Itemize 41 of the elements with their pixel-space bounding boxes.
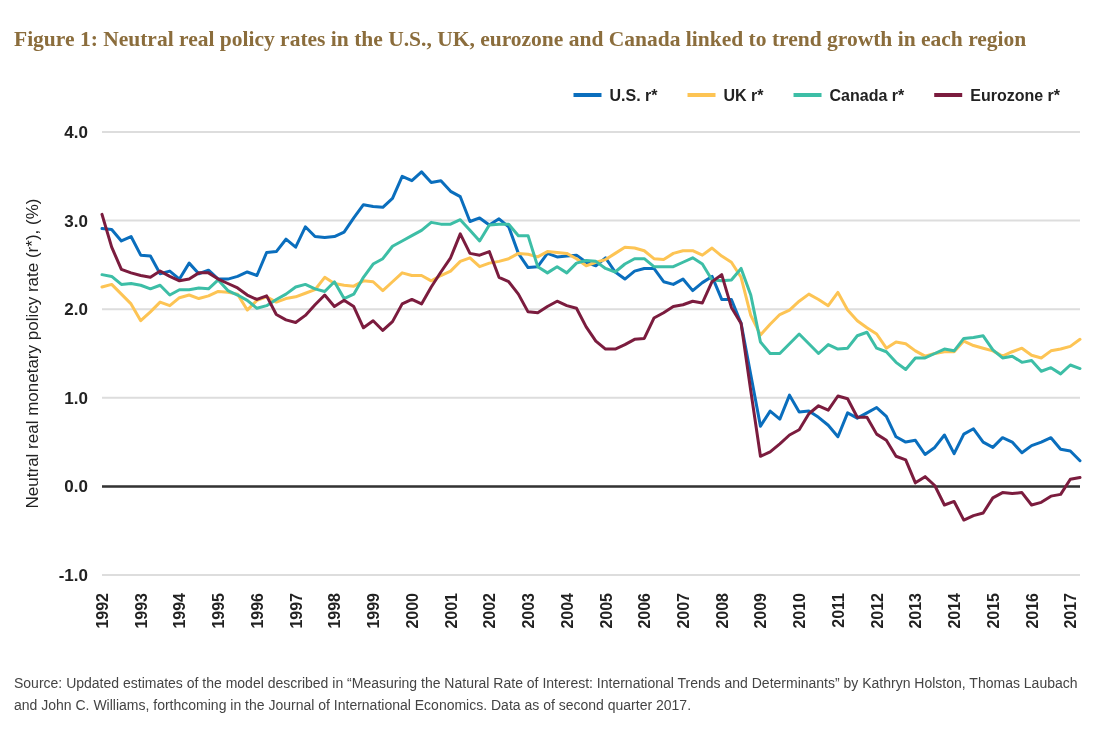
- x-tick-label: 2007: [674, 592, 692, 629]
- x-tick-label: 2001: [442, 592, 460, 629]
- source-note: Source: Updated estimates of the model described in “Measuring the Natural Rate of Interest: International Trends and Determinants” by Kathryn Holston, Thomas Laubach and John C. Williams, forthcoming in the Journal of International Economics. Data as of second quarter 2017.: [14, 675, 1078, 713]
- legend-label: Canada r*: [829, 87, 905, 104]
- y-tick-label: 4.0: [64, 123, 88, 142]
- x-tick-label: 1997: [287, 592, 305, 629]
- x-tick-label: 2003: [520, 592, 538, 629]
- x-tick-label: 1995: [210, 592, 228, 629]
- x-tick-label: 1994: [171, 592, 189, 629]
- x-tick-label: 2009: [752, 592, 770, 629]
- x-tick-label: 1999: [365, 592, 383, 629]
- x-tick-label: 2016: [1023, 592, 1041, 629]
- x-tick-label: 1993: [132, 592, 150, 629]
- x-tick-label: 2010: [791, 592, 809, 629]
- x-tick-label: 2014: [946, 592, 964, 629]
- x-tick-label: 2015: [984, 592, 1002, 629]
- x-tick-label: 1996: [248, 592, 266, 629]
- x-tick-label: 2006: [636, 592, 654, 629]
- x-tick-label: 2012: [868, 592, 886, 629]
- x-tick-label: 2008: [713, 592, 731, 629]
- x-tick-label: 2005: [597, 592, 615, 629]
- y-tick-label: 1.0: [64, 388, 88, 408]
- x-tick-label: 2000: [403, 592, 421, 629]
- legend-label: Eurozone r*: [970, 87, 1061, 104]
- y-tick-label: 2.0: [64, 300, 88, 320]
- line-series: [100, 212, 1082, 522]
- x-tick-label: 1992: [94, 592, 111, 629]
- legend-label: U.S. r*: [609, 87, 659, 104]
- x-tick-label: 2013: [907, 592, 925, 629]
- chart-title: Figure 1: Neutral real policy rates in the U.S., UK, eurozone and Canada linked to trend growth in each region: [14, 27, 1027, 51]
- x-tick-label: 1998: [326, 592, 344, 629]
- x-tick-label: 2017: [1062, 592, 1080, 629]
- legend-label: UK r*: [723, 87, 765, 104]
- y-tick-label: -1.0: [58, 566, 88, 585]
- line-series: [100, 218, 1082, 376]
- y-tick-label: 3.0: [64, 211, 88, 231]
- x-tick-label: 2011: [829, 592, 847, 628]
- x-tick-label: 2002: [481, 592, 499, 629]
- y-axis-title: Neutral real monetary policy rate (r*), (%): [23, 198, 42, 509]
- x-tick-label: 2004: [558, 592, 576, 629]
- y-tick-label: 0.0: [64, 477, 88, 497]
